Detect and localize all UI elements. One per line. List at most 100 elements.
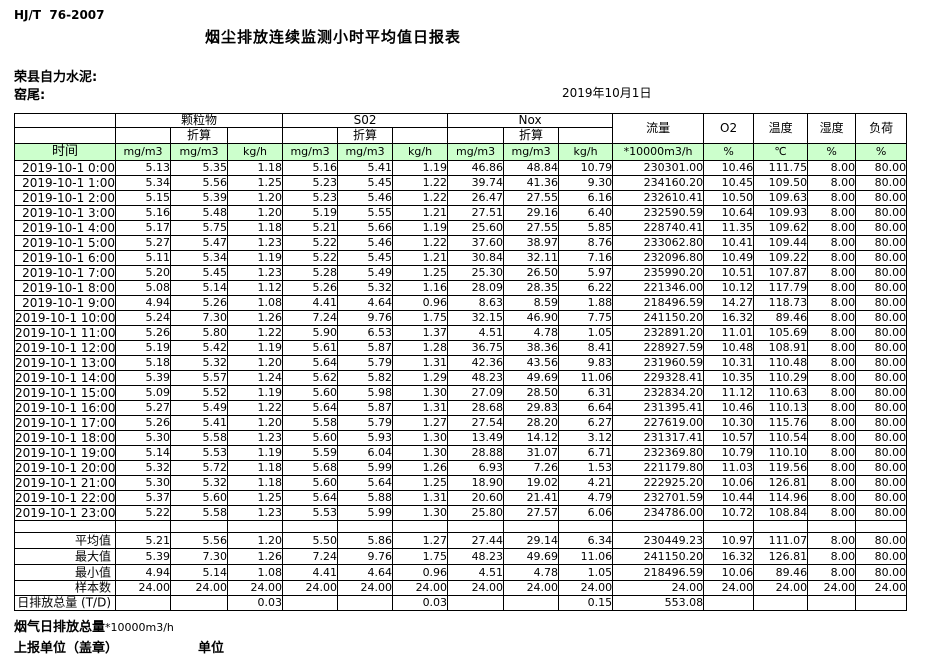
empty-cell bbox=[170, 520, 228, 534]
time-cell: 2019-10-1 14:00 bbox=[14, 370, 116, 387]
value-cell: 8.00 bbox=[807, 475, 857, 492]
table-row: 2019-10-1 12:00 5.19 5.42 1.19 5.61 5.87 1.28 3… bbox=[14, 340, 908, 357]
value-cell: 5.99 bbox=[337, 505, 394, 522]
value-cell: 1.24 bbox=[226, 370, 284, 387]
value-cell: 5.62 bbox=[282, 370, 339, 387]
value-cell: 80.00 bbox=[855, 175, 908, 192]
value-cell: 231395.41 bbox=[612, 400, 705, 417]
value-cell: 1.22 bbox=[392, 235, 449, 252]
value-cell: 5.32 bbox=[115, 460, 171, 477]
unit-cell: % bbox=[807, 143, 857, 162]
value-cell: 8.76 bbox=[558, 235, 614, 252]
value-cell: 5.60 bbox=[170, 490, 228, 507]
value-cell: 80.00 bbox=[855, 235, 908, 252]
value-cell: 80.00 bbox=[855, 280, 908, 297]
summary-label: 日排放总量 (T/D) bbox=[17, 595, 111, 610]
value-cell: 27.51 bbox=[447, 205, 505, 222]
value-cell: 24.00 bbox=[612, 580, 705, 597]
value-cell: 1.25 bbox=[226, 175, 284, 192]
value-cell: 10.51 bbox=[703, 265, 755, 282]
value-cell: 5.32 bbox=[170, 475, 228, 492]
value-cell: 19.02 bbox=[503, 475, 560, 492]
value-cell: 80.00 bbox=[855, 295, 908, 312]
time-cell: 2019-10-1 16:00 bbox=[14, 400, 116, 417]
value-cell: 10.46 bbox=[703, 160, 755, 177]
value-cell: 5.56 bbox=[170, 532, 228, 550]
value-cell: 228740.41 bbox=[612, 220, 705, 237]
header-empty-cell bbox=[14, 127, 116, 145]
value-cell: 1.20 bbox=[226, 190, 284, 207]
header-flow: 流量 bbox=[612, 112, 705, 145]
table-row: 2019-10-1 3:00 5.16 5.48 1.20 5.19 5.55 1.21 27… bbox=[14, 205, 908, 222]
value-cell: 5.55 bbox=[337, 205, 394, 222]
value-cell: 5.48 bbox=[170, 205, 228, 222]
unit-cell: kg/h bbox=[392, 143, 449, 162]
summary-label: 平均值 bbox=[74, 533, 111, 548]
table-row: 2019-10-1 8:00 5.08 5.14 1.12 5.26 5.32 1.16 28… bbox=[14, 280, 908, 297]
unit-cell: ℃ bbox=[753, 143, 809, 162]
value-cell: 109.22 bbox=[753, 250, 809, 267]
value-cell: 109.62 bbox=[753, 220, 809, 237]
value-cell: 28.09 bbox=[447, 280, 505, 297]
value-cell: 8.00 bbox=[807, 430, 857, 447]
flue-gas-total-line: 烟气日排放总量*10000m3/h bbox=[14, 616, 174, 635]
value-cell: 28.35 bbox=[503, 280, 560, 297]
table-row: 2019-10-1 0:00 5.13 5.35 1.18 5.16 5.41 1.19 46… bbox=[14, 160, 908, 177]
value-cell: 27.55 bbox=[503, 220, 560, 237]
value-cell: 7.24 bbox=[282, 548, 339, 566]
value-cell: 7.30 bbox=[170, 548, 228, 566]
value-cell: 5.99 bbox=[337, 460, 394, 477]
value-cell: 5.14 bbox=[170, 280, 228, 297]
value-cell: 5.39 bbox=[115, 548, 171, 566]
value-cell: 5.42 bbox=[170, 340, 228, 357]
value-cell bbox=[855, 595, 908, 612]
value-cell: 5.32 bbox=[337, 280, 394, 297]
value-cell: 7.30 bbox=[170, 310, 228, 327]
value-cell: 108.84 bbox=[753, 505, 809, 522]
summary-label-cell: 最大值 bbox=[14, 548, 116, 566]
value-cell: 10.50 bbox=[703, 190, 755, 207]
value-cell: 5.17 bbox=[115, 220, 171, 237]
value-cell: 8.00 bbox=[807, 295, 857, 312]
value-cell: 5.16 bbox=[282, 160, 339, 177]
table-row: 2019-10-1 13:00 5.18 5.32 1.20 5.64 5.79 1.31 4… bbox=[14, 355, 908, 372]
value-cell: 5.79 bbox=[337, 355, 394, 372]
flue-gas-total-label: 烟气日排放总量 bbox=[14, 620, 106, 635]
table-row: 2019-10-1 21:00 5.30 5.32 1.18 5.60 5.64 1.25 1… bbox=[14, 475, 908, 492]
value-cell: 553.08 bbox=[612, 595, 705, 612]
value-cell: 11.06 bbox=[558, 548, 614, 566]
value-cell: 5.11 bbox=[115, 250, 171, 267]
value-cell: 110.54 bbox=[753, 430, 809, 447]
table-row: 2019-10-1 9:00 4.94 5.26 1.08 4.41 4.64 0.96 8.… bbox=[14, 295, 908, 312]
value-cell: 5.14 bbox=[170, 564, 228, 582]
value-cell: 5.82 bbox=[337, 370, 394, 387]
value-cell: 0.96 bbox=[392, 295, 449, 312]
summary-label: 最小值 bbox=[74, 565, 111, 580]
value-cell: 1.26 bbox=[226, 548, 284, 566]
value-cell: 5.22 bbox=[115, 505, 171, 522]
table-row: 2019-10-1 15:00 5.09 5.52 1.19 5.60 5.98 1.30 2… bbox=[14, 385, 908, 402]
value-cell: 1.20 bbox=[226, 355, 284, 372]
value-cell: 48.23 bbox=[447, 548, 505, 566]
value-cell: 5.46 bbox=[337, 235, 394, 252]
value-cell: 6.64 bbox=[558, 400, 614, 417]
value-cell: 111.75 bbox=[753, 160, 809, 177]
flue-gas-total-unit: *10000m3/h bbox=[105, 621, 174, 634]
value-cell: 5.16 bbox=[115, 205, 171, 222]
value-cell: 25.60 bbox=[447, 220, 505, 237]
value-cell: 21.41 bbox=[503, 490, 560, 507]
header-converted: 折算 bbox=[503, 127, 560, 145]
value-cell: 5.72 bbox=[170, 460, 228, 477]
value-cell: 5.97 bbox=[558, 265, 614, 282]
value-cell: 10.57 bbox=[703, 430, 755, 447]
value-cell: 5.14 bbox=[115, 445, 171, 462]
value-cell: 8.00 bbox=[807, 325, 857, 342]
value-cell: 43.56 bbox=[503, 355, 560, 372]
value-cell: 10.45 bbox=[703, 175, 755, 192]
value-cell: 16.32 bbox=[703, 548, 755, 566]
value-cell: 80.00 bbox=[855, 400, 908, 417]
table-row: 2019-10-1 16:00 5.27 5.49 1.22 5.64 5.87 1.31 2… bbox=[14, 400, 908, 417]
monitoring-table: 颗粒物 S02 Nox 流量 O2 温度 湿度 负荷 折算 折算 折算 bbox=[14, 112, 908, 612]
value-cell: 0.03 bbox=[226, 595, 284, 612]
